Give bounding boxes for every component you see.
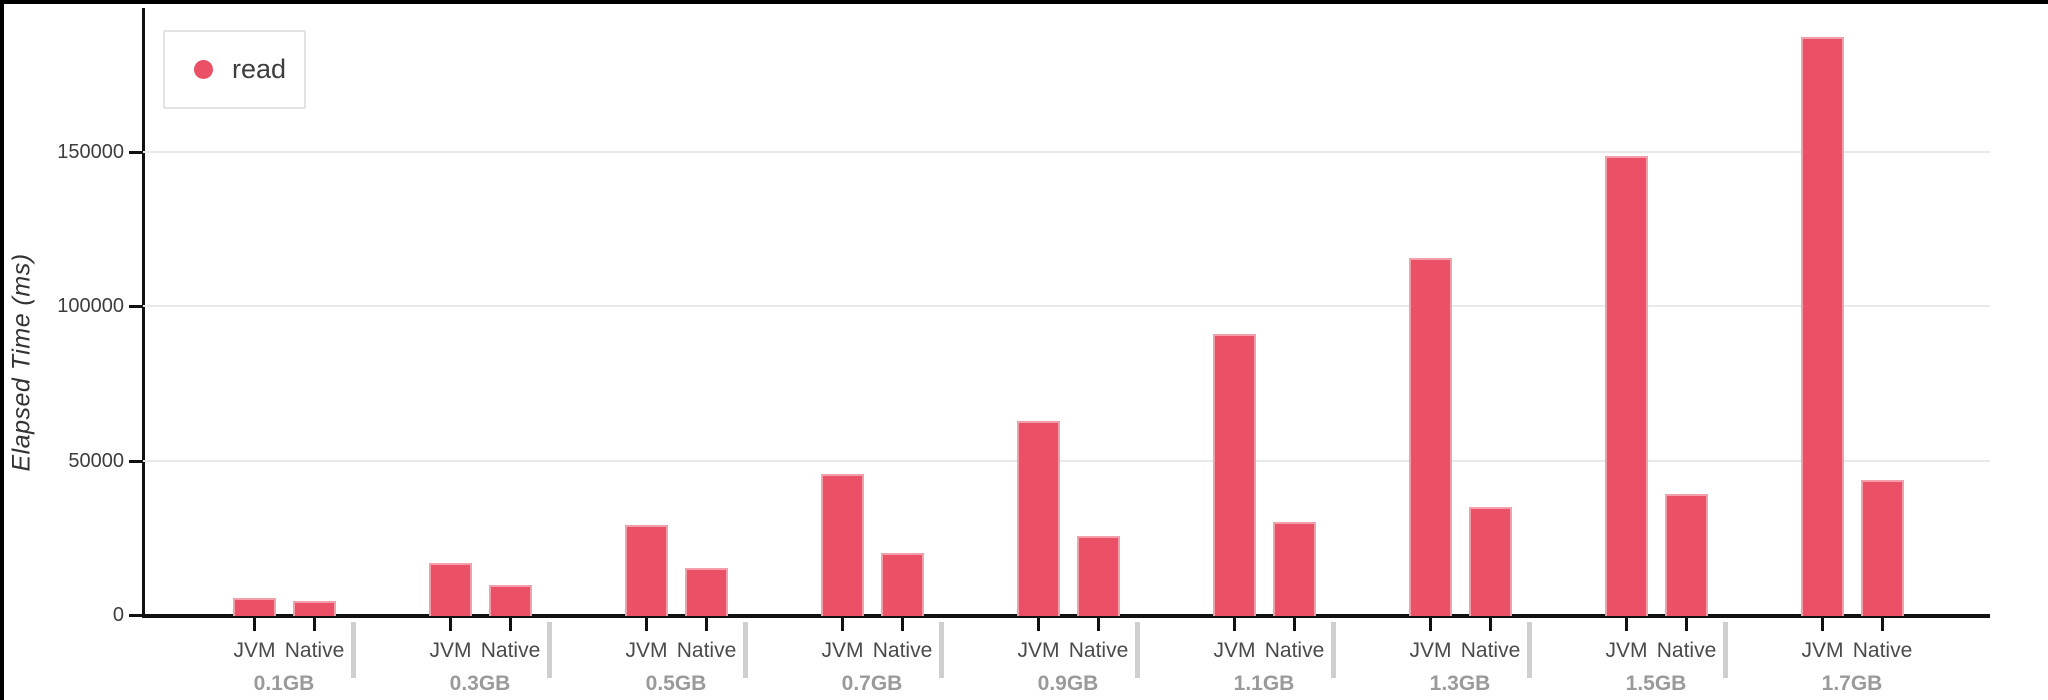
group-label-1.3GB: 1.3GB xyxy=(1429,672,1491,695)
x-tick-native-0.7GB xyxy=(901,618,904,631)
x-tick-jvm-0.9GB xyxy=(1037,618,1040,631)
bar-jvm-1.7GB[interactable] xyxy=(1801,37,1844,616)
group-label-0.9GB: 0.9GB xyxy=(1037,672,1099,695)
group-label-0.1GB: 0.1GB xyxy=(253,672,315,695)
group-label-0.3GB: 0.3GB xyxy=(449,672,511,695)
bar-native-0.1GB[interactable] xyxy=(293,601,336,616)
x-tick-jvm-0.1GB xyxy=(253,618,256,631)
bar-native-0.7GB[interactable] xyxy=(881,553,924,616)
x-label-native-0.9GB: Native xyxy=(1068,639,1129,662)
bar-native-1.7GB[interactable] xyxy=(1861,480,1904,616)
x-tick-jvm-0.7GB xyxy=(841,618,844,631)
x-label-native-0.3GB: Native xyxy=(480,639,541,662)
group-separator xyxy=(938,622,944,678)
group-separator xyxy=(742,622,748,678)
x-label-native-1.5GB: Native xyxy=(1656,639,1717,662)
y-tick-50000 xyxy=(129,460,142,463)
x-label-jvm-0.5GB: JVM xyxy=(625,639,668,662)
bar-native-1.5GB[interactable] xyxy=(1665,494,1708,616)
x-label-native-0.5GB: Native xyxy=(676,639,737,662)
x-label-native-0.7GB: Native xyxy=(872,639,933,662)
group-label-1.7GB: 1.7GB xyxy=(1821,672,1883,695)
bar-jvm-0.3GB[interactable] xyxy=(429,563,472,616)
y-tick-label-150000: 150000 xyxy=(57,141,124,163)
gridline-150000 xyxy=(143,151,1990,153)
x-label-native-1.7GB: Native xyxy=(1852,639,1913,662)
x-label-jvm-1.7GB: JVM xyxy=(1801,639,1844,662)
y-axis-title: Elapsed Time (ms) xyxy=(7,253,36,472)
bar-native-1.1GB[interactable] xyxy=(1273,522,1316,616)
legend-label: read xyxy=(232,54,287,84)
x-label-jvm-1.1GB: JVM xyxy=(1213,639,1256,662)
y-axis-line xyxy=(142,8,145,618)
group-separator xyxy=(1526,622,1532,678)
bar-native-0.5GB[interactable] xyxy=(685,568,728,616)
y-tick-100000 xyxy=(129,305,142,308)
window-border-top xyxy=(0,0,2048,4)
y-tick-label-100000: 100000 xyxy=(57,295,124,317)
bar-jvm-0.7GB[interactable] xyxy=(821,474,864,616)
y-tick-label-50000: 50000 xyxy=(68,450,124,472)
x-tick-jvm-1.5GB xyxy=(1625,618,1628,631)
x-tick-jvm-0.5GB xyxy=(645,618,648,631)
x-tick-native-0.1GB xyxy=(313,618,316,631)
x-tick-native-0.5GB xyxy=(705,618,708,631)
x-tick-native-0.3GB xyxy=(509,618,512,631)
group-label-1.5GB: 1.5GB xyxy=(1625,672,1687,695)
x-label-jvm-0.1GB: JVM xyxy=(233,639,276,662)
legend-dot-icon xyxy=(194,60,213,79)
group-separator xyxy=(1330,622,1336,678)
x-label-jvm-0.9GB: JVM xyxy=(1017,639,1060,662)
x-label-jvm-1.3GB: JVM xyxy=(1409,639,1452,662)
bar-native-0.3GB[interactable] xyxy=(489,585,532,616)
x-axis-line xyxy=(142,614,1990,618)
x-tick-native-1.7GB xyxy=(1881,618,1884,631)
bar-jvm-1.3GB[interactable] xyxy=(1409,258,1452,616)
group-label-0.7GB: 0.7GB xyxy=(841,672,903,695)
group-separator xyxy=(1134,622,1140,678)
gridline-50000 xyxy=(143,460,1990,462)
x-label-jvm-1.5GB: JVM xyxy=(1605,639,1648,662)
group-label-0.5GB: 0.5GB xyxy=(645,672,707,695)
legend[interactable]: read xyxy=(163,30,306,109)
x-tick-jvm-1.3GB xyxy=(1429,618,1432,631)
group-separator xyxy=(546,622,552,678)
x-tick-native-1.1GB xyxy=(1293,618,1296,631)
gridline-100000 xyxy=(143,305,1990,307)
bar-jvm-0.1GB[interactable] xyxy=(233,598,276,616)
bar-jvm-0.9GB[interactable] xyxy=(1017,421,1060,616)
x-label-jvm-0.3GB: JVM xyxy=(429,639,472,662)
x-label-native-1.1GB: Native xyxy=(1264,639,1325,662)
y-tick-0 xyxy=(129,614,142,617)
bar-jvm-1.5GB[interactable] xyxy=(1605,156,1648,616)
window-border-left xyxy=(0,0,4,700)
group-separator xyxy=(350,622,356,678)
x-tick-native-1.5GB xyxy=(1685,618,1688,631)
bar-jvm-0.5GB[interactable] xyxy=(625,525,668,616)
bar-jvm-1.1GB[interactable] xyxy=(1213,334,1256,616)
x-tick-jvm-1.7GB xyxy=(1821,618,1824,631)
y-tick-label-0: 0 xyxy=(112,604,124,626)
bar-native-0.9GB[interactable] xyxy=(1077,536,1120,616)
x-tick-native-1.3GB xyxy=(1489,618,1492,631)
x-label-native-1.3GB: Native xyxy=(1460,639,1521,662)
x-tick-jvm-1.1GB xyxy=(1233,618,1236,631)
x-tick-jvm-0.3GB xyxy=(449,618,452,631)
x-tick-native-0.9GB xyxy=(1097,618,1100,631)
bar-native-1.3GB[interactable] xyxy=(1469,507,1512,616)
x-label-jvm-0.7GB: JVM xyxy=(821,639,864,662)
x-label-native-0.1GB: Native xyxy=(284,639,345,662)
group-label-1.1GB: 1.1GB xyxy=(1233,672,1295,695)
group-separator xyxy=(1722,622,1728,678)
y-tick-150000 xyxy=(129,151,142,154)
